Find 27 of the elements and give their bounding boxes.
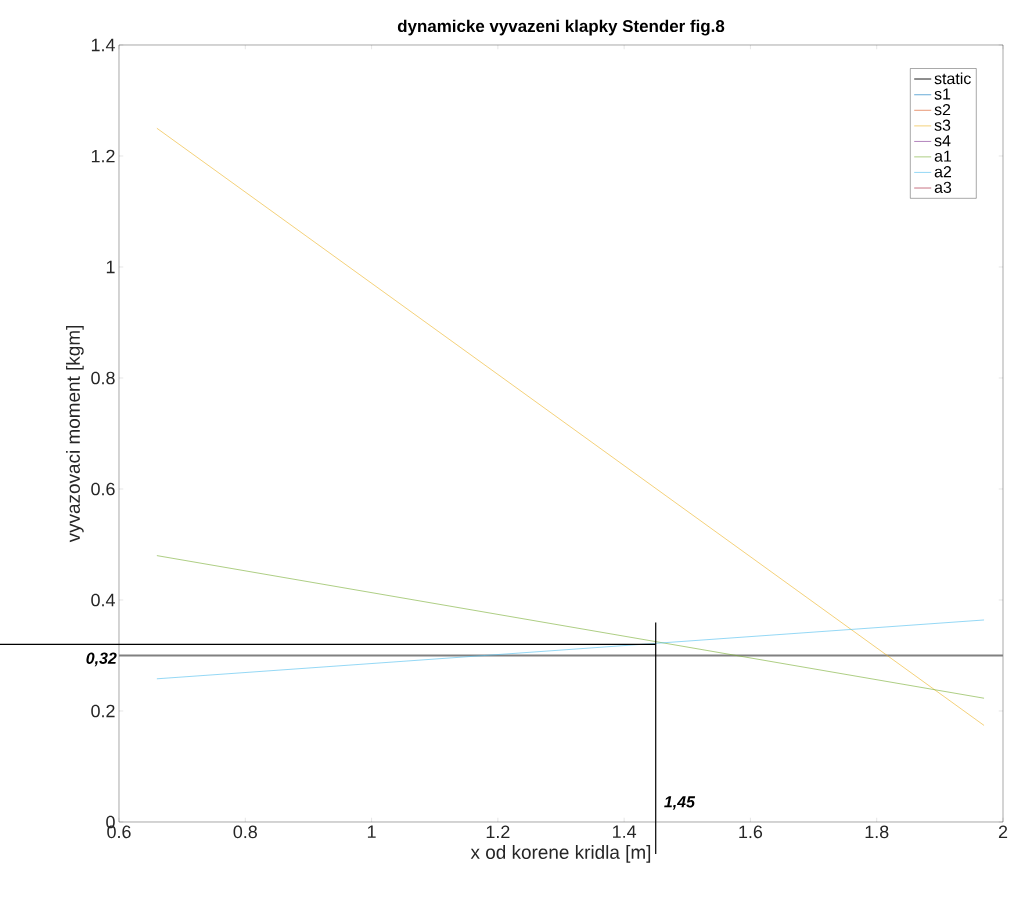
- legend-label: static: [934, 72, 971, 85]
- y-tick-label: 0.8: [91, 371, 115, 385]
- y-axis-title: vyvazovaci moment [kgm]: [66, 326, 84, 543]
- y-tick-label: 0.2: [91, 704, 115, 718]
- ref-line-label: 0,32: [86, 652, 117, 667]
- legend-label: s4: [934, 135, 951, 147]
- y-tick-label: 1.2: [91, 149, 115, 163]
- legend-label: s2: [934, 103, 951, 116]
- legend-label: a1: [934, 150, 952, 162]
- x-tick-label: 1.8: [865, 825, 889, 839]
- x-axis-title: x od korene kridla [m]: [470, 845, 651, 863]
- x-tick-label: 2: [998, 825, 1008, 839]
- y-tick-label: 0.6: [91, 482, 115, 496]
- x-tick-label: 1.4: [613, 825, 637, 838]
- x-tick-label: 1.6: [739, 825, 763, 839]
- x-tick-label: 0.8: [233, 825, 257, 839]
- chart-title: dynamicke vyvazeni klapky Stender fig.8: [397, 19, 725, 36]
- y-tick-label: 1: [106, 260, 115, 274]
- legend-label: s3: [934, 119, 951, 131]
- ref-line-label: 1,45: [664, 796, 696, 810]
- x-tick-label: 1.2: [486, 825, 510, 839]
- x-tick-label: 1: [367, 825, 376, 838]
- y-tick-label: 1.4: [91, 38, 115, 52]
- legend-label: a3: [934, 181, 952, 193]
- legend-label: s1: [934, 88, 951, 100]
- y-tick-label: 0.4: [91, 593, 115, 607]
- legend-label: a2: [934, 166, 952, 178]
